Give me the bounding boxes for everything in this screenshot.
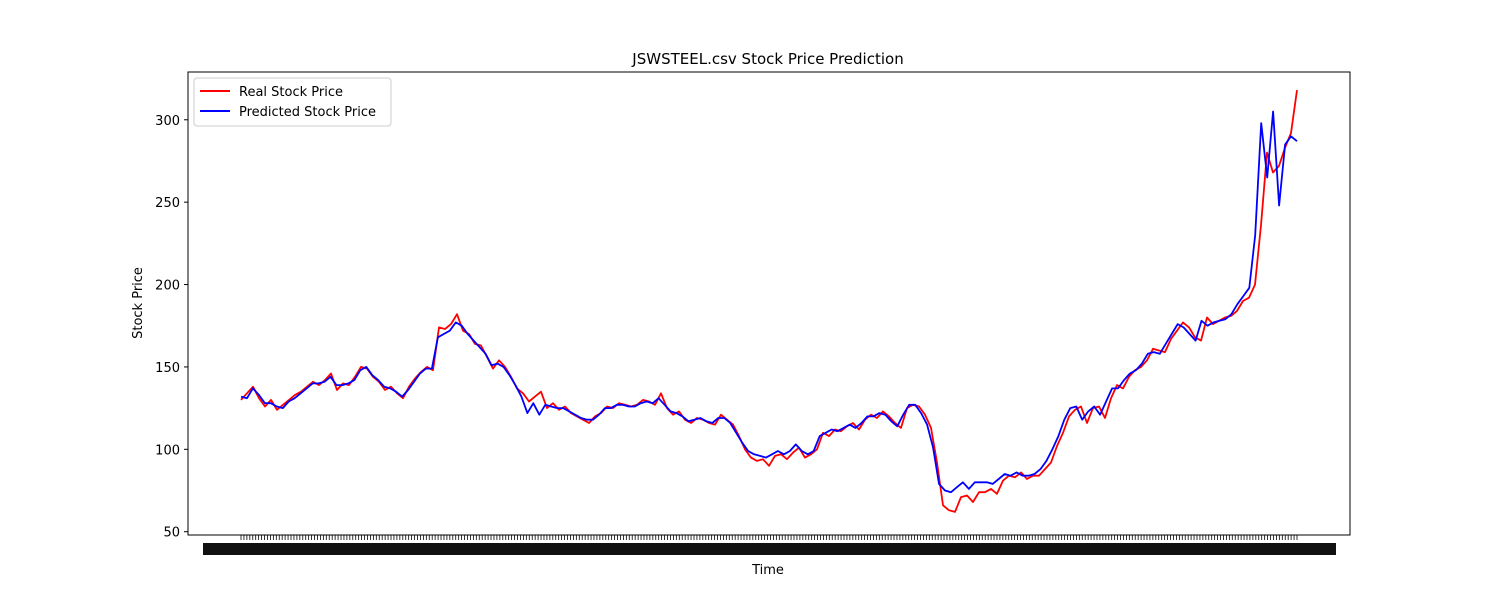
chart-title: JSWSTEEL.csv Stock Price Prediction [631, 50, 903, 68]
y-axis-label: Stock Price [131, 267, 146, 339]
series-line-predicted [240, 110, 1298, 494]
x-axis-label: Time [751, 563, 784, 578]
y-tick-label: 100 [155, 443, 180, 458]
legend: Real Stock Price Predicted Stock Price [193, 77, 392, 127]
y-tick-label: 50 [163, 526, 180, 541]
x-tick-labels-overlap [203, 543, 1336, 555]
y-tick-label: 200 [155, 279, 180, 294]
x-axis-ticks [203, 535, 1336, 555]
legend-box [193, 77, 392, 127]
legend-entry: Real Stock Price [239, 85, 343, 100]
series-layer [240, 89, 1298, 513]
legend-entry: Predicted Stock Price [239, 105, 376, 120]
y-tick-label: 300 [155, 114, 180, 129]
y-tick-label: 150 [155, 361, 180, 376]
y-tick-label: 250 [155, 196, 180, 211]
y-axis-ticks: 50 100 150 200 250 300 [155, 114, 188, 541]
plot-area-frame [187, 71, 1351, 536]
